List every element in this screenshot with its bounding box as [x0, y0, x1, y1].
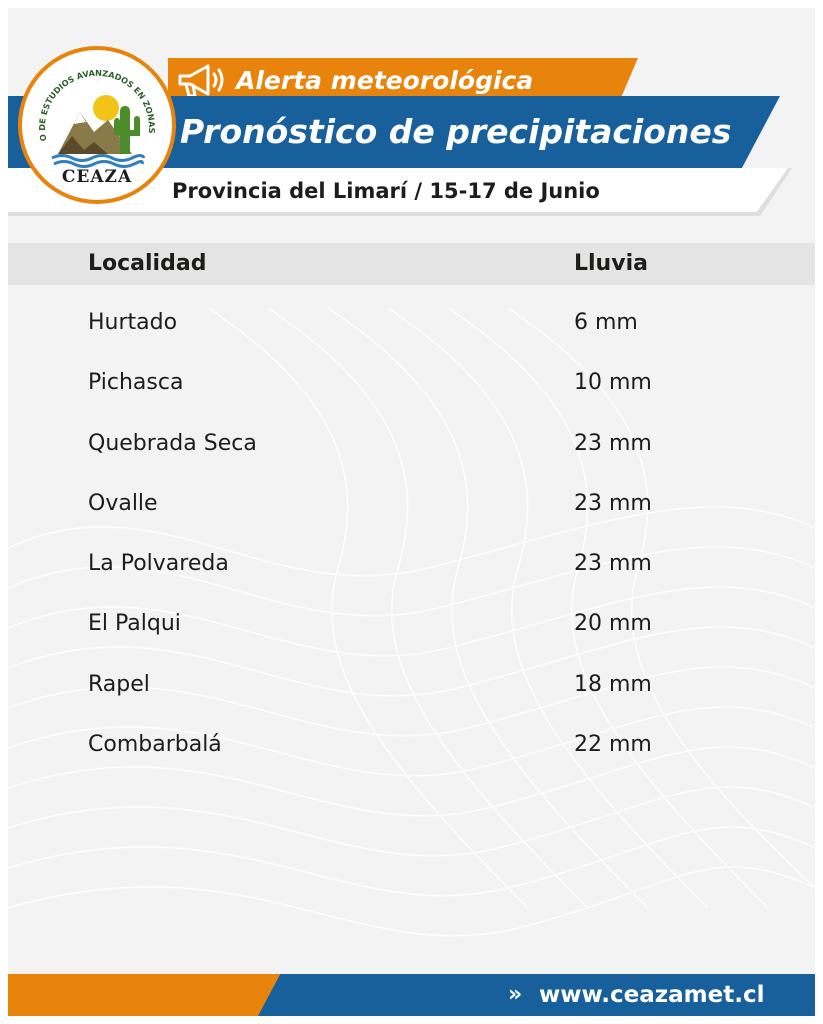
- localidad-cell: La Polvareda: [88, 551, 229, 577]
- lluvia-cell: 23 mm: [574, 430, 652, 456]
- table-row: El Palqui 20 mm: [8, 594, 815, 654]
- table-row: La Polvareda 23 mm: [8, 534, 815, 594]
- alert-label: Alerta meteorológica: [236, 66, 534, 95]
- lluvia-cell: 23 mm: [574, 490, 652, 516]
- alert-banner: [168, 58, 638, 102]
- table-row: Pichasca 10 mm: [8, 353, 815, 413]
- lluvia-cell: 20 mm: [574, 611, 652, 637]
- localidad-cell: Pichasca: [88, 370, 184, 396]
- localidad-cell: Combarbalá: [88, 732, 222, 758]
- table-row: Ovalle 23 mm: [8, 474, 815, 534]
- logo-name: CEAZA: [62, 167, 132, 187]
- table-row: Hurtado 6 mm: [8, 293, 815, 353]
- table-row: Rapel 18 mm: [8, 655, 815, 715]
- website-link[interactable]: www.ceazamet.cl: [539, 982, 765, 1008]
- localidad-cell: El Palqui: [88, 611, 181, 637]
- footer-blue-band: [258, 974, 815, 1016]
- ceaza-logo: CENTRO DE ESTUDIOS AVANZADOS EN ZONAS ÁR…: [22, 50, 172, 200]
- lluvia-cell: 6 mm: [574, 310, 638, 335]
- table-header-row: [8, 243, 815, 285]
- background-wave-pattern: [8, 307, 815, 937]
- page-title: Pronóstico de precipitaciones: [180, 112, 732, 151]
- column-header-lluvia: Lluvia: [574, 251, 648, 276]
- double-chevron-icon: »: [508, 982, 523, 1007]
- column-header-localidad: Localidad: [88, 251, 207, 276]
- localidad-cell: Rapel: [88, 671, 150, 697]
- lluvia-cell: 22 mm: [574, 732, 652, 758]
- lluvia-cell: 10 mm: [574, 370, 652, 396]
- footer-orange-band: [8, 974, 288, 1016]
- table-row: Quebrada Seca 23 mm: [8, 414, 815, 474]
- forecast-table-body: Hurtado 6 mm Pichasca 10 mm Quebrada Sec…: [8, 293, 815, 775]
- table-row: Combarbalá 22 mm: [8, 715, 815, 775]
- lluvia-cell: 18 mm: [574, 671, 652, 697]
- forecast-card: Alerta meteorológica Pronóstico de preci…: [8, 8, 815, 1016]
- localidad-cell: Hurtado: [88, 310, 178, 335]
- megaphone-icon: [178, 64, 224, 98]
- localidad-cell: Ovalle: [88, 490, 158, 516]
- lluvia-cell: 23 mm: [574, 551, 652, 577]
- localidad-cell: Quebrada Seca: [88, 430, 257, 456]
- page-subtitle: Provincia del Limarí / 15-17 de Junio: [172, 179, 600, 203]
